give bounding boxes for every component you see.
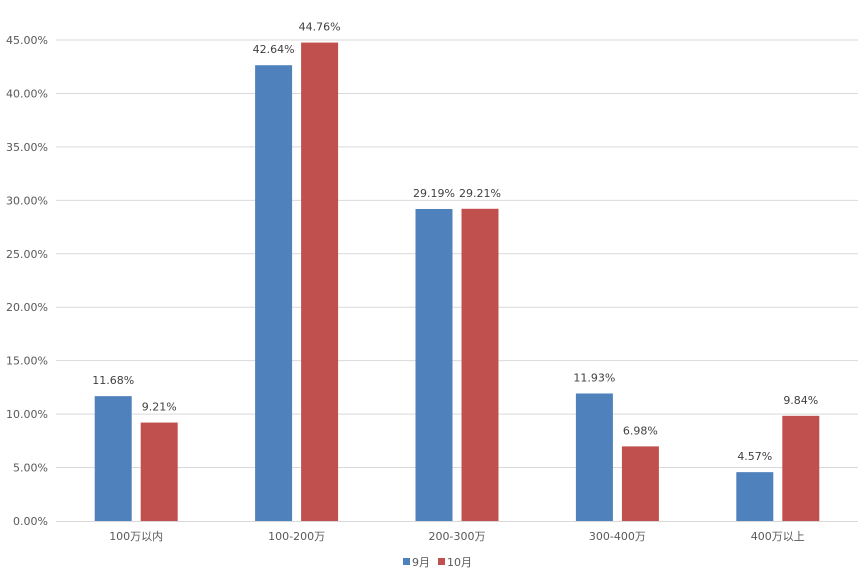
bar-series-1-cat-0 bbox=[140, 422, 178, 521]
x-category-label: 100-200万 bbox=[268, 530, 325, 543]
y-tick-label: 5.00% bbox=[13, 462, 48, 475]
legend-swatch bbox=[438, 558, 445, 565]
gridlines bbox=[56, 39, 858, 469]
y-tick-label: 0.00% bbox=[13, 515, 48, 528]
bar-series-0-cat-4 bbox=[736, 472, 774, 521]
bar-series-0-cat-3 bbox=[575, 393, 613, 521]
x-category-label: 300-400万 bbox=[589, 530, 646, 543]
legend-label: 10月 bbox=[447, 556, 472, 569]
bar-series-0-cat-2 bbox=[415, 208, 453, 521]
bar-series-0-cat-1 bbox=[255, 65, 293, 522]
data-label: 9.21% bbox=[142, 401, 177, 414]
x-category-label: 200-300万 bbox=[429, 530, 486, 543]
bar-series-1-cat-2 bbox=[461, 208, 499, 521]
data-label: 6.98% bbox=[623, 424, 658, 437]
x-category-label: 400万以上 bbox=[751, 530, 805, 543]
bar-series-1-cat-3 bbox=[621, 446, 659, 521]
y-tick-label: 20.00% bbox=[6, 301, 48, 314]
y-tick-label: 25.00% bbox=[6, 248, 48, 261]
data-label: 9.84% bbox=[783, 394, 818, 407]
data-label: 11.68% bbox=[92, 374, 134, 387]
data-label: 42.64% bbox=[253, 43, 295, 56]
y-tick-label: 40.00% bbox=[6, 87, 48, 100]
bar-series-0-cat-0 bbox=[94, 396, 132, 521]
data-label: 44.76% bbox=[299, 21, 341, 34]
legend-swatch bbox=[403, 558, 410, 565]
y-tick-label: 30.00% bbox=[6, 194, 48, 207]
legend: 9月 10月 bbox=[403, 556, 472, 569]
x-category-label: 100万以内 bbox=[109, 529, 163, 543]
y-tick-label: 15.00% bbox=[6, 355, 48, 368]
y-tick-label: 10.00% bbox=[6, 408, 48, 421]
legend-label: 9月 bbox=[412, 556, 430, 569]
bars bbox=[94, 42, 820, 522]
data-labels: 11.68% 9.21% 42.64% 44.76% 29.19% 29.21% 11.93… bbox=[92, 21, 818, 464]
data-label: 29.21% bbox=[459, 187, 501, 200]
bar-series-1-cat-1 bbox=[301, 42, 339, 521]
bar-series-1-cat-4 bbox=[782, 415, 820, 521]
data-label: 4.57% bbox=[737, 450, 772, 463]
data-label: 29.19% bbox=[413, 187, 455, 200]
x-axis: 100万以内 100-200万 200-300万 300-400万 400万以上 bbox=[56, 521, 858, 543]
y-axis-tick-labels: 0.00% 5.00% 10.00% 15.00% 20.00% 25.00% 30.00%… bbox=[6, 34, 48, 528]
data-label: 11.93% bbox=[573, 371, 615, 384]
y-tick-label: 35.00% bbox=[6, 141, 48, 154]
y-tick-label: 45.00% bbox=[6, 34, 48, 47]
